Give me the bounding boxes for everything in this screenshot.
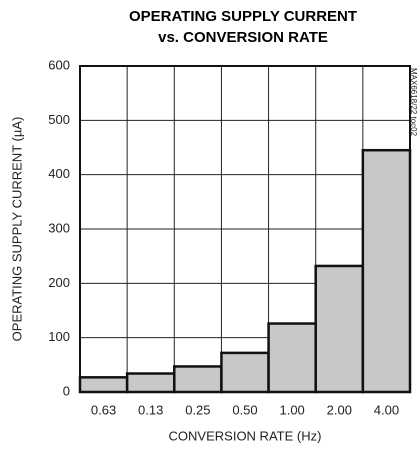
bar: [125, 372, 176, 394]
y-tick-label: 500: [48, 112, 70, 127]
chart-title: vs. CONVERSION RATE: [158, 29, 328, 46]
x-tick-label: 0.25: [185, 402, 210, 417]
y-tick-label: 300: [48, 220, 70, 235]
bar: [267, 322, 317, 394]
x-tick-label: 0.13: [138, 402, 163, 417]
y-axis-label: OPERATING SUPPLY CURRENT (µA): [9, 117, 24, 342]
x-tick-label: 1.00: [279, 402, 304, 417]
x-tick-label: 0.63: [91, 402, 116, 417]
x-tick-label: 2.00: [327, 402, 352, 417]
bar: [220, 351, 270, 394]
y-tick-label: 100: [48, 329, 70, 344]
bar: [173, 365, 223, 394]
bar: [361, 148, 412, 394]
y-tick-label: 400: [48, 166, 70, 181]
bar: [314, 264, 365, 394]
y-tick-label: 0: [63, 383, 70, 398]
y-tick-label: 600: [48, 57, 70, 72]
bar: [78, 376, 129, 394]
x-axis-label: CONVERSION RATE (Hz): [169, 428, 322, 443]
x-tick-label: 4.00: [374, 402, 399, 417]
chart-title: OPERATING SUPPLY CURRENT: [129, 8, 357, 25]
x-tick-label: 0.50: [232, 402, 257, 417]
annotation: MAX6618/22 toc02: [409, 68, 417, 137]
plot-frame: [79, 65, 411, 393]
y-tick-label: 200: [48, 275, 70, 290]
